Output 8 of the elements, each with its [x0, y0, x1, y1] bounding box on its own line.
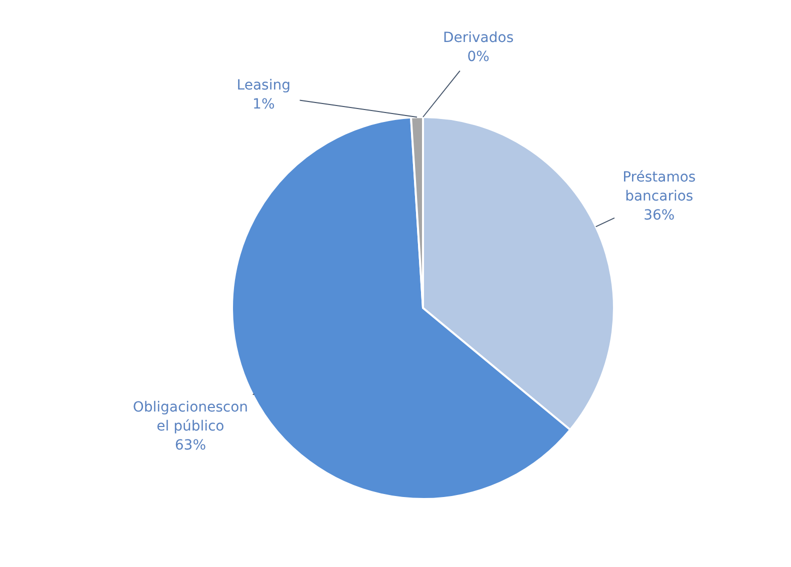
data-label: 1%: [252, 96, 275, 112]
data-label: 36%: [644, 208, 675, 224]
slice-label: Leasing: [236, 77, 291, 94]
text: 0%: [467, 49, 490, 66]
category-label: Derivados: [442, 30, 514, 46]
slice-label: Obligacionescon el público: [132, 399, 248, 434]
slice-label: Préstamos bancarios: [622, 170, 696, 205]
data-label: 63%: [174, 437, 206, 454]
